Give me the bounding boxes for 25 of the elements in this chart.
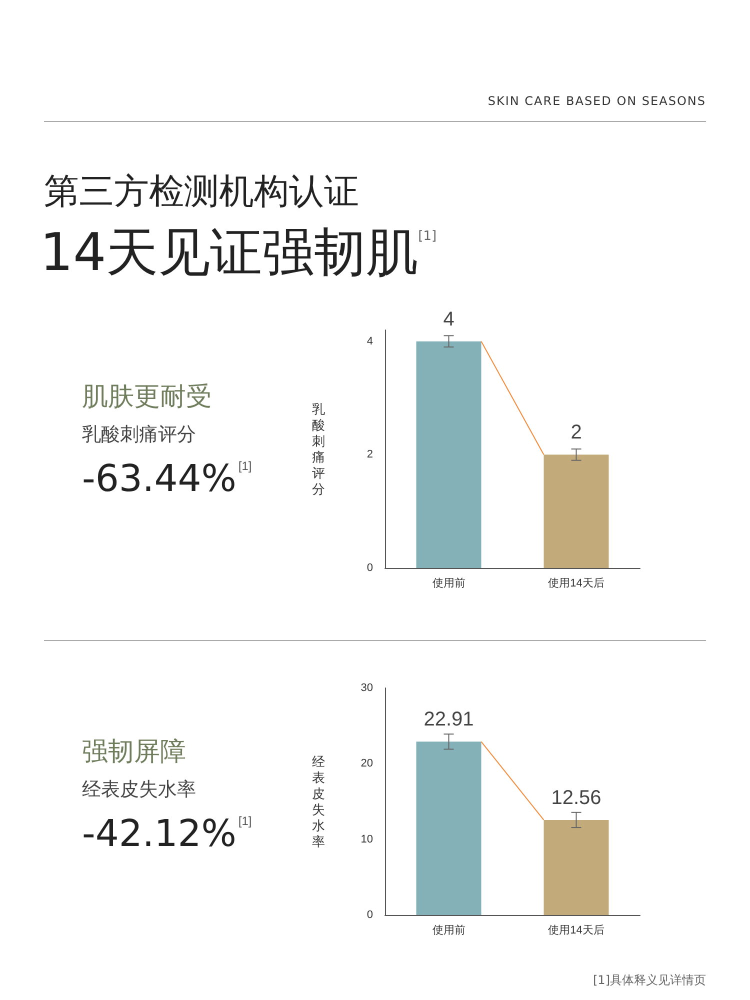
y-tick-label: 10 [360, 833, 373, 846]
y-tick-label: 4 [366, 335, 373, 348]
y-tick-label: 30 [360, 682, 373, 694]
data-label: 4 [443, 308, 454, 330]
text: 乳酸刺痛评分 [82, 424, 196, 446]
data-label: 12.56 [551, 786, 602, 809]
text: 第三方检测机构认证 [44, 171, 359, 214]
text: SKIN CARE BASED ON SEASONS [488, 94, 706, 108]
text: 强韧屏障 [82, 737, 186, 767]
x-tick-label: 使用前 [432, 924, 466, 936]
y-tick-label: 0 [366, 562, 373, 574]
y-tick-label: 20 [360, 758, 373, 770]
x-tick-label: 使用14天后 [548, 576, 604, 590]
text: 经表皮失水率 [82, 778, 196, 800]
y-tick-label: 2 [366, 448, 373, 461]
y-tick-label: 0 [366, 909, 373, 921]
text: [1]具体释义见详情页 [593, 972, 706, 989]
x-tick-label: 使用14天后 [548, 924, 604, 936]
data-label: 22.91 [424, 708, 474, 731]
text: 14天见证强韧肌$^{[1]}$ [40, 222, 437, 285]
x-tick-label: 使用前 [432, 578, 466, 590]
y-axis-title: 经表皮失水率 [312, 754, 325, 849]
data-label: 2 [570, 422, 582, 444]
y-axis-title: 乳酸刺痛评分 [312, 402, 325, 496]
text: 肌肤更耐受 [82, 382, 212, 412]
